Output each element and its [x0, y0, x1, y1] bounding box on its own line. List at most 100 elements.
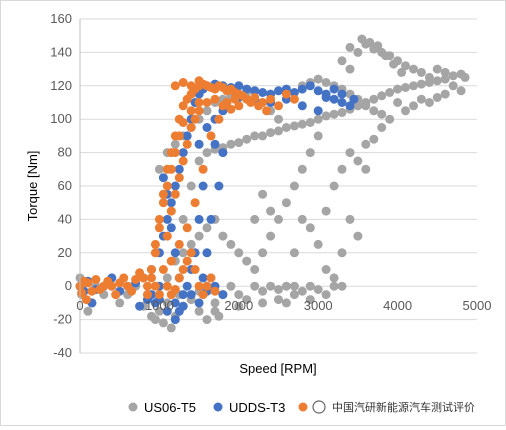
data-point [182, 281, 192, 291]
data-point [194, 106, 204, 116]
data-point [87, 286, 97, 296]
data-point [297, 84, 307, 94]
data-point [218, 231, 228, 241]
data-point [401, 61, 410, 71]
data-point [321, 78, 331, 87]
data-point [150, 298, 160, 308]
data-point [297, 286, 307, 296]
data-point [289, 248, 299, 258]
data-point [91, 275, 101, 284]
data-point [198, 273, 208, 283]
data-point [210, 139, 220, 149]
data-point [262, 106, 272, 116]
data-point [297, 164, 307, 174]
data-point [154, 223, 164, 233]
data-point [150, 239, 160, 249]
data-point [313, 86, 323, 96]
data-point [147, 265, 156, 274]
data-point [234, 248, 244, 258]
data-point [373, 41, 383, 51]
data-point [274, 86, 283, 96]
data-point [353, 156, 363, 166]
data-point [186, 106, 196, 116]
data-point [162, 281, 172, 291]
data-point [369, 106, 379, 116]
data-point [281, 298, 291, 308]
data-point [178, 148, 188, 158]
data-point [131, 275, 141, 284]
data-point [139, 273, 148, 283]
data-point [166, 323, 176, 333]
data-point [266, 94, 276, 104]
data-point [182, 256, 192, 266]
data-point [281, 198, 291, 208]
data-point [289, 94, 299, 104]
data-point [170, 248, 180, 258]
data-point [440, 74, 450, 84]
data-point [170, 181, 180, 191]
y-tick-label: 60 [58, 178, 72, 193]
data-point [337, 248, 347, 258]
data-point [353, 231, 363, 241]
data-point [182, 131, 192, 141]
data-point [198, 164, 208, 174]
data-point [305, 148, 315, 158]
y-tick-label: 160 [50, 11, 72, 26]
series-2 [75, 76, 299, 305]
data-point [274, 214, 283, 224]
data-point [357, 34, 367, 44]
data-point [250, 93, 260, 102]
data-point [206, 273, 216, 283]
data-point [158, 173, 168, 183]
data-point [170, 189, 180, 199]
data-point [147, 273, 156, 283]
data-point [329, 94, 339, 104]
data-point [345, 148, 355, 158]
legend-marker [298, 402, 308, 412]
x-axis-title: Speed [RPM] [239, 361, 316, 376]
data-point [178, 118, 188, 127]
data-point [266, 206, 276, 216]
data-point [143, 281, 152, 291]
data-point [377, 123, 387, 132]
data-point [258, 88, 268, 97]
data-point [174, 273, 184, 283]
x-tick-label: 4000 [383, 298, 412, 313]
data-point [234, 138, 244, 148]
data-point [174, 239, 184, 249]
data-point [329, 84, 339, 94]
data-point [186, 248, 196, 258]
data-point [162, 214, 172, 224]
data-point [186, 290, 196, 300]
data-point [202, 223, 212, 233]
data-point [174, 173, 184, 183]
data-point [210, 306, 220, 316]
data-point [393, 98, 403, 107]
data-point [337, 89, 347, 99]
data-points [75, 34, 470, 333]
data-point [210, 94, 220, 104]
y-tick-label: -20 [53, 312, 72, 327]
data-point [194, 98, 204, 107]
data-point [305, 118, 315, 127]
data-point [194, 76, 204, 86]
data-point [234, 101, 244, 111]
data-point [337, 98, 347, 107]
data-point [182, 139, 192, 149]
data-point [202, 315, 212, 325]
data-point [329, 281, 339, 291]
data-point [170, 315, 180, 325]
data-point [234, 290, 244, 300]
data-point [266, 281, 276, 291]
data-point [289, 181, 299, 191]
data-point [424, 72, 434, 82]
data-point [266, 128, 276, 138]
data-point [416, 94, 426, 104]
y-tick-labels: -40 -20 0 20 40 60 80 100 120 140 160 [50, 11, 72, 360]
data-point [222, 98, 232, 107]
data-point [345, 42, 355, 52]
data-point [158, 189, 168, 199]
data-point [329, 109, 339, 119]
data-point [127, 286, 137, 296]
